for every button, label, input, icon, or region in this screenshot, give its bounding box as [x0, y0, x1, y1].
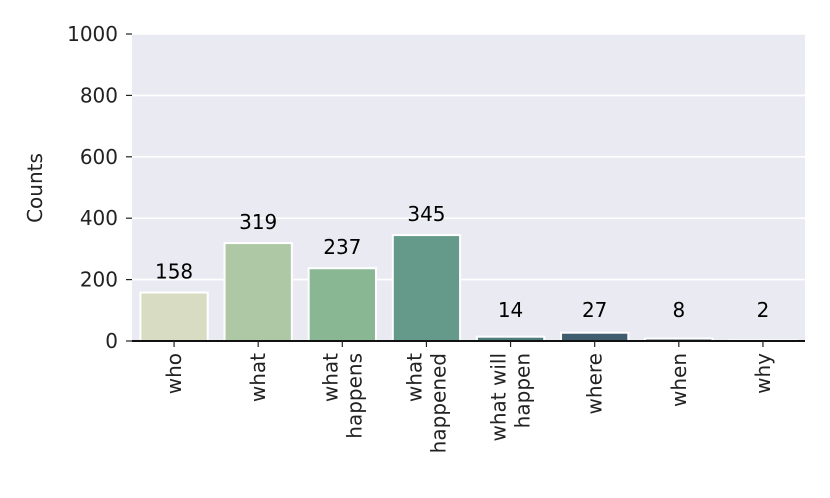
x-tick-label-line: happens: [342, 353, 366, 439]
x-tick-label-line: who: [162, 353, 186, 394]
y-tick-label: 400: [80, 206, 118, 230]
data-label: 158: [155, 259, 193, 283]
x-tick-label: who: [162, 353, 186, 394]
x-tick-label: what happened: [402, 353, 450, 453]
bar: [307, 267, 377, 342]
bar: [391, 234, 462, 343]
y-tick-label: 200: [80, 268, 118, 292]
data-label: 14: [498, 298, 523, 322]
bars: [139, 234, 798, 343]
x-tick-label-line: why: [751, 353, 775, 394]
y-axis-ticks: 0 200 400 600 800 1000: [67, 22, 132, 353]
data-label: 237: [323, 235, 361, 259]
y-axis-title: Counts: [23, 153, 47, 223]
bar: [560, 331, 630, 342]
x-tick-label-line: what will: [487, 353, 511, 442]
x-tick-label-line: what: [246, 353, 270, 402]
x-tick-label: when: [667, 353, 691, 407]
x-axis-ticks: who what what happens what happened what will h…: [162, 341, 775, 453]
x-tick-label: what will happen: [487, 353, 535, 442]
bar: [139, 291, 209, 342]
y-tick-label: 1000: [67, 22, 118, 46]
x-tick-label-line: when: [667, 353, 691, 407]
x-tick-label: what happens: [318, 353, 366, 439]
data-label: 27: [582, 298, 607, 322]
y-tick-label: 600: [80, 145, 118, 169]
x-tick-label-line: happened: [426, 353, 450, 453]
x-tick-label: what: [246, 353, 270, 402]
x-tick-label: why: [751, 353, 775, 394]
data-label: 8: [672, 298, 685, 322]
x-tick-label-line: happen: [511, 353, 535, 428]
bar: [223, 242, 293, 342]
y-tick-label: 800: [80, 83, 118, 107]
y-tick-label: 0: [105, 329, 118, 353]
data-labels: 158 319 237 345 14 27 8 2: [155, 202, 769, 322]
x-tick-label-line: what: [318, 353, 342, 402]
data-label: 345: [407, 202, 445, 226]
data-label: 2: [757, 298, 770, 322]
x-tick-label: where: [583, 353, 607, 414]
x-tick-label-line: where: [583, 353, 607, 414]
data-label: 319: [239, 210, 277, 234]
x-tick-label-line: what: [402, 353, 426, 402]
